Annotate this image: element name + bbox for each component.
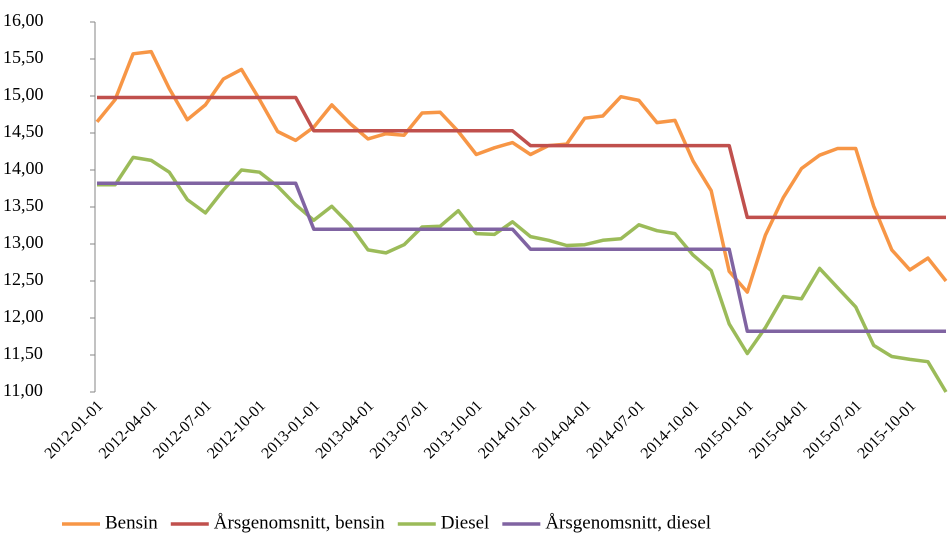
series-line — [97, 155, 948, 393]
series-line — [97, 181, 946, 334]
x-tick-label: 2013-01-01 — [258, 397, 323, 462]
x-tick-label: 2015-10-01 — [854, 397, 919, 462]
series-line — [95, 49, 948, 294]
y-tick-label: 11,00 — [3, 380, 43, 400]
y-tick-label: 16,00 — [3, 10, 44, 30]
legend-label: Diesel — [441, 512, 490, 533]
legend-label: Årsgenomsnitt, bensin — [214, 512, 385, 533]
x-tick-label: 2012-01-01 — [42, 397, 107, 462]
y-tick-label: 11,50 — [3, 343, 43, 363]
series-line — [97, 95, 946, 220]
y-tick-label: 15,50 — [3, 47, 44, 67]
legend-label: Bensin — [105, 512, 158, 533]
y-tick-label: 13,00 — [3, 232, 44, 252]
y-tick-label: 12,00 — [3, 306, 44, 326]
x-tick-label: 2014-01-01 — [475, 397, 540, 462]
legend-label: Årsgenomsnitt, diesel — [545, 512, 711, 533]
y-tick-label: 15,00 — [3, 84, 44, 104]
y-tick-label: 14,00 — [3, 158, 44, 178]
y-tick-label: 12,50 — [3, 269, 44, 289]
x-tick-label: 2014-10-01 — [638, 397, 703, 462]
x-tick-label: 2012-10-01 — [204, 397, 269, 462]
x-tick-label: 2013-10-01 — [421, 397, 486, 462]
y-tick-label: 14,50 — [3, 121, 44, 141]
x-tick-label: 2015-01-01 — [692, 397, 757, 462]
y-tick-label: 13,50 — [3, 195, 44, 215]
